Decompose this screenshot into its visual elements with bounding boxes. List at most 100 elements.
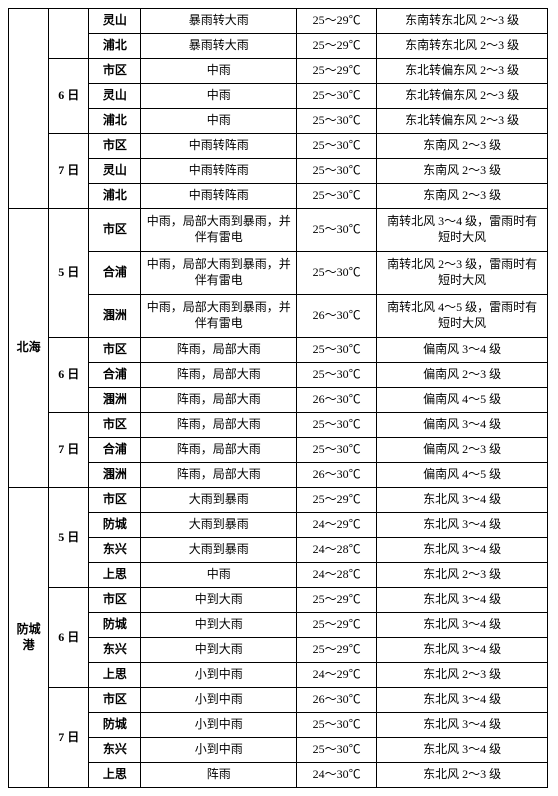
temp-cell: 24～28℃ [297, 563, 377, 588]
wind-cell: 南转北风 2～3 级，雷雨时有短时大风 [377, 252, 548, 295]
temp-cell: 25～30℃ [297, 184, 377, 209]
weather-cell: 中雨，局部大雨到暴雨，并伴有雷电 [141, 252, 297, 295]
temp-cell: 25～29℃ [297, 59, 377, 84]
weather-cell: 大雨到暴雨 [141, 538, 297, 563]
wind-cell: 东北风 2～3 级 [377, 563, 548, 588]
district-cell: 东兴 [89, 638, 141, 663]
temp-cell: 25～30℃ [297, 438, 377, 463]
temp-cell: 25～29℃ [297, 588, 377, 613]
wind-cell: 东北风 3～4 级 [377, 688, 548, 713]
district-cell: 浦北 [89, 184, 141, 209]
wind-cell: 偏南风 2～3 级 [377, 438, 548, 463]
wind-cell: 东南转东北风 2～3 级 [377, 9, 548, 34]
day-cell [49, 9, 89, 59]
wind-cell: 偏南风 3～4 级 [377, 413, 548, 438]
weather-cell: 中雨 [141, 563, 297, 588]
district-cell: 涠洲 [89, 463, 141, 488]
wind-cell: 东南风 2～3 级 [377, 184, 548, 209]
district-cell: 灵山 [89, 9, 141, 34]
district-cell: 上思 [89, 563, 141, 588]
table-row: 合浦阵雨，局部大雨25～30℃偏南风 2～3 级 [9, 363, 548, 388]
table-row: 北海5 日市区中雨，局部大雨到暴雨，并伴有雷电25～30℃南转北风 3～4 级，… [9, 209, 548, 252]
district-cell: 市区 [89, 588, 141, 613]
wind-cell: 偏南风 4～5 级 [377, 463, 548, 488]
table-row: 涠洲阵雨，局部大雨26～30℃偏南风 4～5 级 [9, 463, 548, 488]
temp-cell: 25～30℃ [297, 713, 377, 738]
temp-cell: 25～30℃ [297, 338, 377, 363]
weather-cell: 中到大雨 [141, 613, 297, 638]
temp-cell: 24～30℃ [297, 763, 377, 788]
temp-cell: 25～30℃ [297, 84, 377, 109]
wind-cell: 东南风 2～3 级 [377, 134, 548, 159]
temp-cell: 26～30℃ [297, 295, 377, 338]
table-row: 7 日市区阵雨，局部大雨25～30℃偏南风 3～4 级 [9, 413, 548, 438]
table-row: 6 日市区阵雨，局部大雨25～30℃偏南风 3～4 级 [9, 338, 548, 363]
district-cell: 上思 [89, 763, 141, 788]
weather-cell: 中到大雨 [141, 638, 297, 663]
day-cell: 6 日 [49, 338, 89, 413]
district-cell: 灵山 [89, 159, 141, 184]
day-cell: 5 日 [49, 488, 89, 588]
table-row: 6 日市区中到大雨25～29℃东北风 3～4 级 [9, 588, 548, 613]
table-row: 涠洲中雨，局部大雨到暴雨，并伴有雷电26～30℃南转北风 4～5 级，雷雨时有短… [9, 295, 548, 338]
district-cell: 涠洲 [89, 388, 141, 413]
temp-cell: 25～29℃ [297, 9, 377, 34]
table-row: 浦北暴雨转大雨25～29℃东南转东北风 2～3 级 [9, 34, 548, 59]
weather-cell: 中雨 [141, 59, 297, 84]
temp-cell: 24～29℃ [297, 663, 377, 688]
district-cell: 涠洲 [89, 295, 141, 338]
wind-cell: 东北风 2～3 级 [377, 663, 548, 688]
district-cell: 灵山 [89, 84, 141, 109]
weather-cell: 阵雨 [141, 763, 297, 788]
temp-cell: 26～30℃ [297, 388, 377, 413]
day-cell: 7 日 [49, 413, 89, 488]
district-cell: 东兴 [89, 738, 141, 763]
wind-cell: 东南风 2～3 级 [377, 159, 548, 184]
weather-cell: 暴雨转大雨 [141, 9, 297, 34]
weather-cell: 小到中雨 [141, 713, 297, 738]
district-cell: 合浦 [89, 363, 141, 388]
temp-cell: 24～28℃ [297, 538, 377, 563]
wind-cell: 东北风 2～3 级 [377, 763, 548, 788]
weather-cell: 中雨，局部大雨到暴雨，并伴有雷电 [141, 209, 297, 252]
district-cell: 防城 [89, 513, 141, 538]
weather-cell: 阵雨，局部大雨 [141, 338, 297, 363]
weather-cell: 中雨转阵雨 [141, 159, 297, 184]
day-cell: 6 日 [49, 59, 89, 134]
day-cell: 6 日 [49, 588, 89, 688]
weather-cell: 阵雨，局部大雨 [141, 463, 297, 488]
weather-forecast-table: 灵山暴雨转大雨25～29℃东南转东北风 2～3 级浦北暴雨转大雨25～29℃东南… [8, 8, 548, 788]
wind-cell: 东北风 3～4 级 [377, 713, 548, 738]
table-row: 东兴中到大雨25～29℃东北风 3～4 级 [9, 638, 548, 663]
table-row: 东兴大雨到暴雨24～28℃东北风 3～4 级 [9, 538, 548, 563]
table-row: 灵山中雨25～30℃东北转偏东风 2～3 级 [9, 84, 548, 109]
temp-cell: 26～30℃ [297, 688, 377, 713]
temp-cell: 25～30℃ [297, 109, 377, 134]
weather-cell: 中雨转阵雨 [141, 134, 297, 159]
temp-cell: 25～29℃ [297, 638, 377, 663]
temp-cell: 25～29℃ [297, 613, 377, 638]
temp-cell: 25～29℃ [297, 488, 377, 513]
table-row: 6 日市区中雨25～29℃东北转偏东风 2～3 级 [9, 59, 548, 84]
weather-cell: 暴雨转大雨 [141, 34, 297, 59]
table-row: 东兴小到中雨25～30℃东北风 3～4 级 [9, 738, 548, 763]
district-cell: 市区 [89, 488, 141, 513]
wind-cell: 东北风 3～4 级 [377, 638, 548, 663]
day-cell: 5 日 [49, 209, 89, 338]
temp-cell: 25～30℃ [297, 252, 377, 295]
table-row: 灵山中雨转阵雨25～30℃东南风 2～3 级 [9, 159, 548, 184]
weather-cell: 小到中雨 [141, 688, 297, 713]
wind-cell: 东北转偏东风 2～3 级 [377, 109, 548, 134]
district-cell: 市区 [89, 59, 141, 84]
weather-cell: 阵雨，局部大雨 [141, 388, 297, 413]
district-cell: 合浦 [89, 252, 141, 295]
wind-cell: 东北转偏东风 2～3 级 [377, 84, 548, 109]
day-cell: 7 日 [49, 134, 89, 209]
table-row: 上思中雨24～28℃东北风 2～3 级 [9, 563, 548, 588]
temp-cell: 25～30℃ [297, 363, 377, 388]
table-row: 灵山暴雨转大雨25～29℃东南转东北风 2～3 级 [9, 9, 548, 34]
wind-cell: 东北风 3～4 级 [377, 588, 548, 613]
weather-cell: 小到中雨 [141, 738, 297, 763]
weather-cell: 小到中雨 [141, 663, 297, 688]
temp-cell: 25～30℃ [297, 413, 377, 438]
